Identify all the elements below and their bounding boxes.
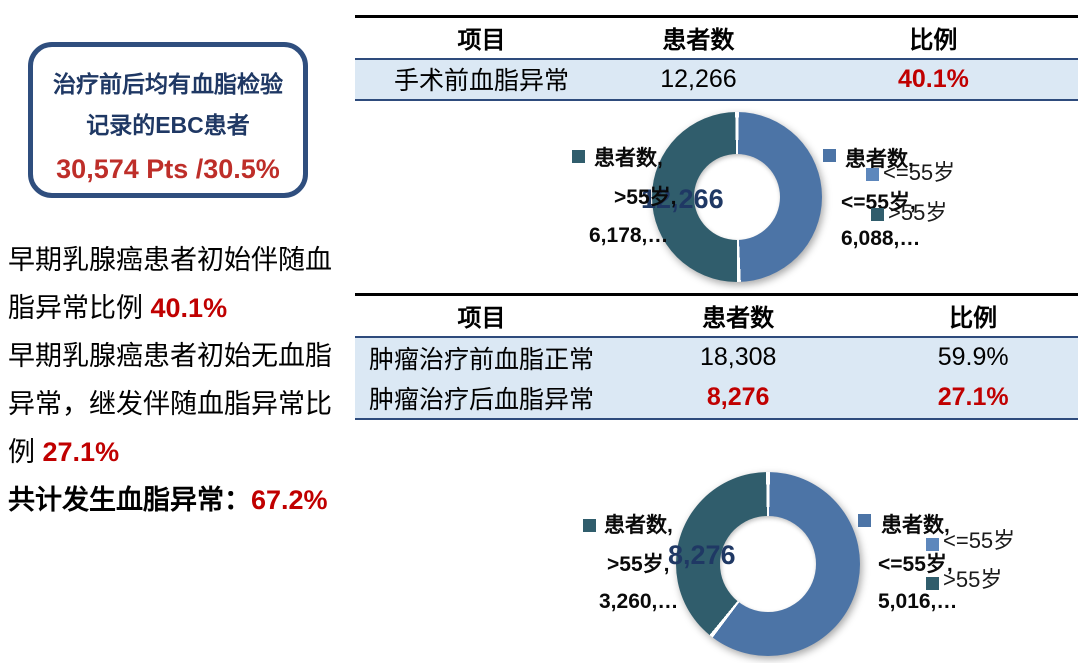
chart2-right-label-line3: 5,016,… [878, 590, 958, 613]
summary-line-1: 早期乳腺癌患者初始伴随血 [8, 236, 360, 284]
legend-swatch-under55-icon [926, 538, 939, 551]
summary-line-2-text: 脂异常比例 [8, 293, 151, 323]
table2-row2-item: 肿瘤治疗后血脂异常 [355, 377, 609, 419]
chart1-left-label-line1: 患者数, [594, 147, 663, 170]
chart1-right-label-line2: <=55岁, [841, 191, 916, 214]
label-bullet-over55-icon [572, 150, 585, 163]
summary-line-6: 共计发生血脂异常：67.2% [8, 476, 360, 524]
table2-row1-ratio: 59.9% [868, 336, 1078, 378]
table1-header-count: 患者数 [608, 16, 789, 60]
chart2-left-label-line3: 3,260,… [599, 590, 679, 613]
table2-header-count: 患者数 [608, 294, 869, 338]
chart1-left-label-line2: >55岁, [614, 186, 677, 209]
info-box-title-line1: 治疗前后均有血脂检验 [53, 71, 283, 97]
table-row: 肿瘤治疗前血脂正常 18,308 59.9% [355, 336, 1078, 378]
label-bullet-under55-icon [823, 149, 836, 162]
summary-line-6-text: 共计发生血脂异常： [8, 485, 251, 515]
summary-line-1-text: 早期乳腺癌患者初始伴随血 [8, 245, 332, 275]
legend-swatch-over55-icon [871, 208, 884, 221]
table1-header-item: 项目 [355, 16, 609, 60]
table2-header-row: 项目 患者数 比例 [355, 294, 1078, 338]
table-pre-surgery: 项目 患者数 比例 手术前血脂异常 12,266 40.1% [355, 15, 1078, 101]
chart1-legend-over55: >55岁 [888, 200, 948, 225]
label-bullet-under55-icon [858, 514, 871, 527]
summary-line-2-value: 40.1% [150, 293, 228, 323]
info-box-title-line2: 记录的EBC患者 [86, 112, 250, 138]
table1-cell-ratio: 40.1% [788, 58, 1078, 100]
chart2-legend-under55: <=55岁 [943, 528, 1016, 553]
table1-cell-count: 12,266 [608, 58, 789, 100]
summary-line-5-text: 例 [8, 437, 43, 467]
summary-line-5-value: 27.1% [42, 437, 120, 467]
chart1-left-label-line3: 6,178,… [589, 224, 669, 247]
table-treatment: 项目 患者数 比例 肿瘤治疗前血脂正常 18,308 59.9% 肿瘤治疗后血脂… [355, 293, 1078, 420]
summary-line-3-text: 早期乳腺癌患者初始无血脂 [8, 341, 332, 371]
donut-hole [720, 516, 816, 612]
chart2-left-label-line1: 患者数, [604, 514, 673, 537]
summary-line-5: 例 27.1% [8, 428, 360, 476]
summary-line-2: 脂异常比例 40.1% [8, 284, 360, 332]
legend-swatch-over55-icon [926, 577, 939, 590]
summary-line-4: 异常，继发伴随血脂异常比 [8, 380, 360, 428]
donut-hole [694, 154, 780, 240]
chart1-right-label-line1: 患者数, [845, 148, 914, 171]
chart1-legend-under55: <=55岁 [883, 160, 956, 185]
info-box-stat: 30,574 Pts /30.5% [56, 154, 280, 184]
table-row: 肿瘤治疗后血脂异常 8,276 27.1% [355, 377, 1078, 419]
chart2-legend-over55: >55岁 [943, 567, 1003, 592]
chart1-right-label-line3: 6,088,… [841, 227, 921, 250]
table2-row2-ratio: 27.1% [868, 377, 1078, 419]
table2-row1-item: 肿瘤治疗前血脂正常 [355, 336, 609, 378]
legend-swatch-under55-icon [866, 168, 879, 181]
table2-header-ratio: 比例 [868, 294, 1078, 338]
label-bullet-over55-icon [583, 519, 596, 532]
summary-line-4-text: 异常，继发伴随血脂异常比 [8, 389, 332, 419]
table2-row2-count: 8,276 [608, 377, 869, 419]
summary-text-block: 早期乳腺癌患者初始伴随血 脂异常比例 40.1% 早期乳腺癌患者初始无血脂 异常… [8, 236, 360, 524]
summary-line-3: 早期乳腺癌患者初始无血脂 [8, 332, 360, 380]
chart2-total-value: 8,276 [668, 540, 736, 570]
chart1-total-value: 12,266 [641, 184, 724, 214]
table2-row1-count: 18,308 [608, 336, 869, 378]
summary-line-6-value: 67.2% [251, 485, 328, 515]
table2-header-item: 项目 [355, 294, 609, 338]
table1-cell-item: 手术前血脂异常 [355, 58, 609, 100]
table1-header-ratio: 比例 [788, 16, 1078, 60]
table1-header-row: 项目 患者数 比例 [355, 16, 1078, 60]
table-row: 手术前血脂异常 12,266 40.1% [355, 58, 1078, 100]
chart2-right-label-line2: <=55岁, [878, 553, 953, 576]
info-box: 治疗前后均有血脂检验 记录的EBC患者 30,574 Pts /30.5% [28, 42, 308, 198]
chart2-left-label-line2: >55岁, [607, 553, 670, 576]
chart2-right-label-line1: 患者数, [881, 514, 950, 537]
